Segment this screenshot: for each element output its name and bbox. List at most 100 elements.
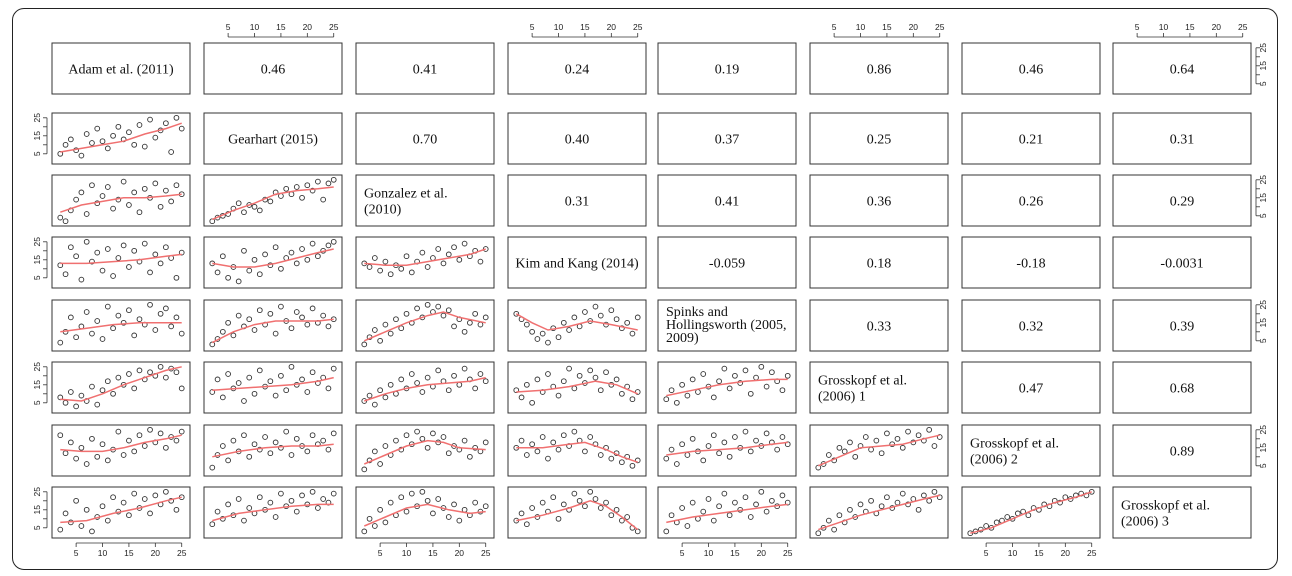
- data-point: [126, 264, 132, 270]
- panel-box-5-4: [657, 361, 797, 414]
- data-point: [371, 327, 378, 333]
- bottom-tick-label: 25: [783, 548, 793, 558]
- data-point: [278, 444, 284, 451]
- data-point: [424, 301, 431, 308]
- data-point: [309, 369, 316, 376]
- data-point: [608, 307, 615, 314]
- data-point: [304, 389, 311, 395]
- data-point: [256, 367, 263, 374]
- data-point: [753, 437, 759, 444]
- data-point: [523, 321, 530, 328]
- data-point: [214, 376, 221, 383]
- data-point: [852, 453, 859, 460]
- data-point: [147, 301, 153, 308]
- bottom-tick-label: 25: [481, 548, 491, 558]
- data-point: [377, 337, 383, 344]
- data-point: [769, 497, 775, 504]
- left-tick-label: 15: [32, 255, 42, 265]
- data-point: [742, 494, 749, 501]
- correlation-value: 0.24: [565, 63, 590, 78]
- left-tick-label: 15: [32, 505, 42, 515]
- data-point: [110, 494, 116, 501]
- data-point: [173, 437, 180, 444]
- top-tick-label: 20: [1212, 22, 1222, 32]
- data-point: [451, 443, 457, 449]
- variable-label: Hollingsworth (2005,: [666, 318, 787, 333]
- data-point: [325, 385, 332, 392]
- data-point: [513, 310, 520, 317]
- data-point: [382, 258, 389, 265]
- data-point: [482, 314, 489, 321]
- data-point: [820, 524, 827, 531]
- data-point: [235, 380, 242, 386]
- bottom-tick-label: 25: [177, 548, 187, 558]
- data-point: [445, 307, 452, 314]
- data-point: [278, 265, 284, 272]
- data-point: [597, 452, 604, 458]
- data-point: [325, 180, 332, 187]
- data-point: [147, 369, 153, 376]
- data-point: [456, 381, 463, 388]
- data-point: [387, 499, 394, 506]
- correlation-value: 0.18: [867, 257, 892, 272]
- variable-label: Adam et al. (2011): [68, 63, 174, 78]
- data-point: [868, 446, 874, 453]
- panel-box-7-0: [51, 486, 191, 539]
- data-point: [262, 434, 268, 440]
- data-point: [120, 178, 127, 185]
- data-point: [545, 455, 551, 462]
- correlation-value: 0.46: [1019, 63, 1044, 78]
- panel-box-4-4: [657, 299, 797, 352]
- data-point: [278, 372, 284, 379]
- data-point: [62, 218, 69, 225]
- panel-box-1-7: [1112, 112, 1252, 165]
- data-point: [1088, 488, 1095, 495]
- right-tick-label: 25: [1258, 43, 1268, 53]
- panel-box-6-1: [203, 424, 343, 477]
- data-point: [668, 446, 675, 453]
- data-point: [178, 330, 185, 337]
- right-tick-label: 15: [1258, 193, 1268, 203]
- smoother-line: [364, 376, 486, 402]
- data-point: [884, 494, 890, 501]
- correlation-value: 0.46: [261, 63, 286, 78]
- panel-box-2-6: [961, 174, 1101, 227]
- data-point: [398, 494, 405, 501]
- data-point: [267, 310, 274, 317]
- data-point: [299, 376, 305, 383]
- data-point: [315, 505, 321, 511]
- panel-box-4-6: [961, 299, 1101, 352]
- data-point: [894, 499, 901, 506]
- data-point: [456, 517, 463, 524]
- panel-box-4-7: [1112, 299, 1252, 352]
- data-point: [141, 240, 148, 247]
- smoother-line: [60, 366, 182, 402]
- right-tick-label: 5: [1258, 81, 1268, 86]
- data-point: [272, 330, 279, 337]
- data-point: [104, 378, 111, 385]
- data-point: [634, 457, 641, 464]
- bottom-tick-label: 5: [74, 548, 79, 558]
- data-point: [115, 123, 122, 130]
- data-point: [539, 330, 546, 337]
- panel-box-0-0: [51, 42, 191, 95]
- bottom-tick-label: 10: [1008, 548, 1018, 558]
- bottom-tick-label: 20: [1061, 548, 1071, 558]
- data-point: [78, 276, 85, 283]
- data-point: [825, 517, 832, 524]
- left-tick-label: 15: [32, 380, 42, 390]
- data-point: [571, 314, 578, 321]
- data-point: [931, 488, 938, 495]
- data-point: [566, 327, 572, 333]
- data-point: [110, 273, 116, 279]
- data-point: [518, 437, 525, 444]
- data-point: [435, 246, 442, 252]
- smoother-line: [666, 441, 788, 456]
- correlation-value: -0.18: [1016, 257, 1045, 272]
- data-point: [62, 450, 69, 457]
- data-point: [131, 141, 138, 148]
- data-point: [419, 435, 426, 442]
- data-point: [57, 432, 64, 439]
- panel-box-0-4: [657, 42, 797, 95]
- data-point: [94, 318, 101, 324]
